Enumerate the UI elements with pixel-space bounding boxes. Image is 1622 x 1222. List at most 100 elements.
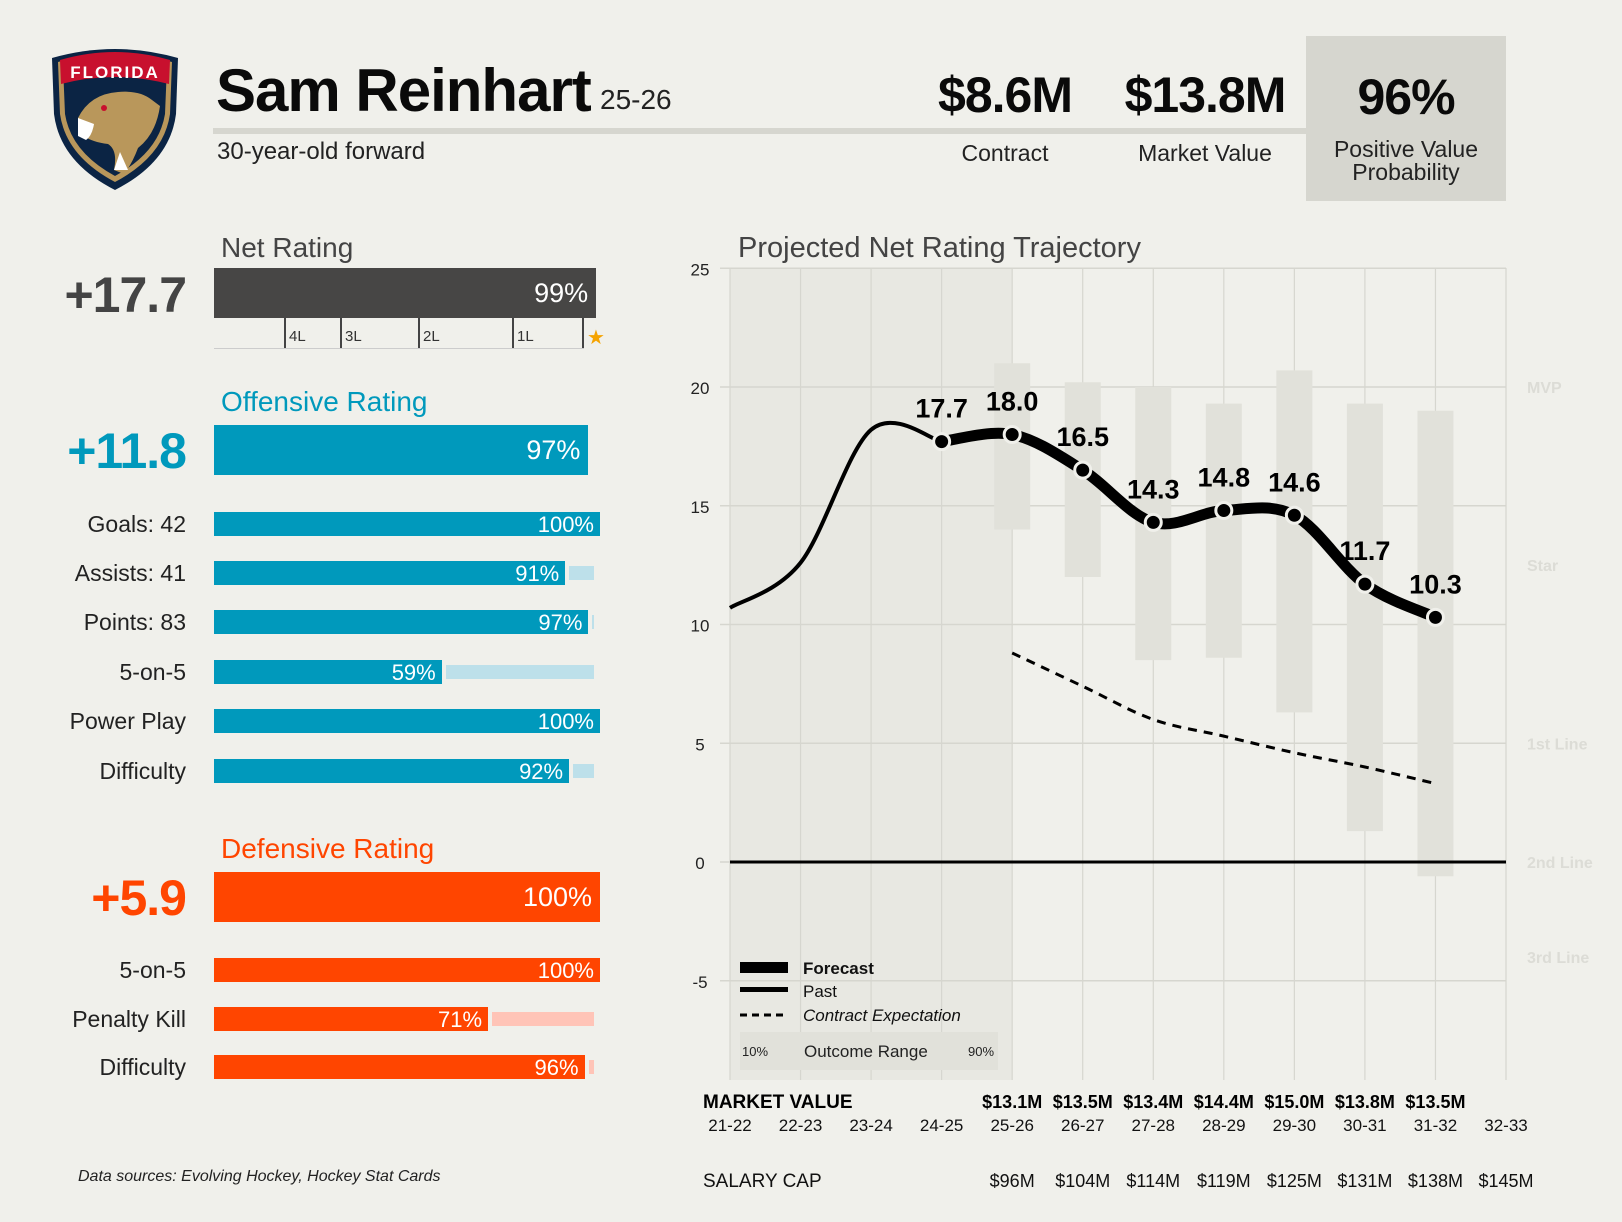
team-logo: FLORIDA — [52, 49, 178, 190]
offense-row-label: 5-on-5 — [119, 659, 186, 685]
x-tick-label: 27-28 — [1132, 1116, 1175, 1135]
x-tick-label: 28-29 — [1202, 1116, 1245, 1135]
offense-row-bar: 100% — [214, 512, 600, 537]
defense-row-bar: 100% — [214, 958, 600, 983]
tier-label: 1st Line — [1527, 736, 1588, 753]
forecast-line — [936, 427, 1441, 623]
x-tick-label: 30-31 — [1343, 1116, 1386, 1135]
salary-cap-cell: $125M — [1267, 1171, 1322, 1191]
offense-row-bar: 92% — [214, 759, 570, 784]
market-value-cell: $13.5M — [1405, 1092, 1465, 1112]
defense-row-bar: 71% — [214, 1007, 489, 1032]
offense-row-remainder — [592, 615, 595, 629]
salary-cap-row-label: SALARY CAP — [703, 1171, 822, 1192]
forecast-point — [1143, 512, 1163, 532]
offensive-rating-bar: 97% — [214, 425, 589, 475]
defense-row-label: Penalty Kill — [72, 1006, 186, 1032]
defense-row-percentile: 96% — [534, 1055, 579, 1080]
outcome-range-bar — [994, 363, 1031, 530]
legend-outcome-range-swatch — [740, 1032, 998, 1070]
y-tick-label: 15 — [691, 498, 710, 517]
forecast-data-label: 16.5 — [1056, 422, 1109, 452]
forecast-data-label: 17.7 — [915, 394, 968, 424]
pvp-value: 96% — [1357, 69, 1455, 125]
offense-row-bar: 59% — [214, 660, 442, 685]
offense-row-bar: 97% — [214, 610, 589, 635]
past-line — [728, 421, 943, 610]
tier-label: Star — [1527, 558, 1558, 575]
salary-cap-cell: $145M — [1478, 1171, 1533, 1191]
outcome-range-bar — [1346, 403, 1383, 832]
player-name: Sam Reinhart — [216, 57, 592, 124]
y-tick-label: 5 — [695, 735, 704, 754]
player-description: 30-year-old forward — [217, 138, 426, 165]
legend-past-swatch — [740, 987, 788, 992]
tier-label: 2nd Line — [1527, 855, 1593, 872]
offensive-rating-value: +11.8 — [67, 423, 187, 479]
contract-expectation-line — [1011, 651, 1436, 786]
offense-row-percentile: 59% — [391, 660, 436, 685]
x-tick-label: 29-30 — [1273, 1116, 1316, 1135]
x-tick-label: 21-22 — [708, 1116, 751, 1135]
market-value-cell: $13.8M — [1335, 1092, 1395, 1112]
salary-cap-cell: $104M — [1055, 1171, 1110, 1191]
offense-row-label: Goals: 42 — [87, 511, 186, 537]
tier-label: 3rd Line — [1527, 950, 1589, 967]
forecast-point — [932, 432, 952, 452]
offense-row-percentile: 91% — [515, 561, 560, 586]
offense-row-label: Points: 83 — [83, 609, 186, 635]
defensive-rating-bar: 100% — [214, 872, 600, 922]
pvp-label-line1: Positive Value — [1333, 136, 1479, 162]
market-value-cell: $15.0M — [1264, 1092, 1324, 1112]
market-value: $13.8M — [1124, 67, 1287, 123]
legend-entry: Forecast — [803, 959, 874, 978]
market-value-row-label: MARKET VALUE — [703, 1092, 853, 1113]
y-tick-label: 0 — [695, 854, 704, 873]
star-icon: ★ — [582, 318, 605, 349]
logo-text: FLORIDA — [70, 63, 160, 82]
offense-row-label: Assists: 41 — [74, 560, 186, 586]
x-tick-label: 25-26 — [990, 1116, 1033, 1135]
net-rating-value: +17.7 — [64, 267, 187, 323]
y-tick-label: 20 — [691, 379, 710, 398]
tier-label: MVP — [1527, 380, 1562, 397]
outcome-range-bar — [1417, 410, 1454, 877]
defense-row-percentile: 71% — [438, 1007, 483, 1032]
tier-tick-1l: 1L — [512, 318, 534, 348]
x-tick-label: 26-27 — [1061, 1116, 1104, 1135]
forecast-data-label: 11.7 — [1339, 536, 1390, 566]
x-tick-label: 22-23 — [779, 1116, 822, 1135]
offense-row-remainder — [445, 665, 594, 679]
salary-cap-cell: $131M — [1337, 1171, 1392, 1191]
tier-tick-2l: 2L — [418, 318, 440, 348]
salary-cap-cell: $138M — [1408, 1171, 1463, 1191]
defense-row-remainder — [588, 1060, 594, 1074]
forecast-data-label: 14.8 — [1198, 463, 1251, 493]
net-rating-title: Net Rating — [221, 232, 354, 263]
market-value-cell: $14.4M — [1194, 1092, 1254, 1112]
defense-row-label: Difficulty — [99, 1054, 187, 1080]
offense-row-bar: 91% — [214, 561, 566, 586]
defensive-rating-value: +5.9 — [91, 870, 187, 926]
offense-row-remainder — [573, 764, 594, 778]
outcome-range-bar — [1276, 370, 1313, 713]
y-tick-label: -5 — [692, 973, 707, 992]
legend-outcome-high: 90% — [968, 1044, 994, 1059]
forecast-point — [1284, 505, 1304, 525]
offense-row-percentile: 97% — [538, 610, 583, 635]
pvp-label-line2: Probability — [1352, 159, 1460, 185]
tier-tick-4l: 4L — [284, 318, 306, 348]
net-rating-bar: 99% — [214, 268, 597, 318]
offensive-rating-title: Offensive Rating — [221, 386, 428, 417]
offense-row-label: Power Play — [69, 708, 186, 734]
x-tick-label: 23-24 — [849, 1116, 892, 1135]
y-tick-label: 10 — [691, 617, 710, 636]
net-rating-percentile: 99% — [534, 278, 589, 308]
positive-value-probability-box: 96% Positive Value Probability — [1306, 36, 1506, 201]
legend-forecast-swatch — [740, 962, 788, 973]
market-value-cell: $13.4M — [1123, 1092, 1183, 1112]
net-rating-tier-scale: 4L 3L 2L 1L ★ — [214, 318, 605, 349]
forecast-data-label: 18.0 — [986, 387, 1039, 417]
defensive-rating-percentile: 100% — [522, 882, 592, 912]
